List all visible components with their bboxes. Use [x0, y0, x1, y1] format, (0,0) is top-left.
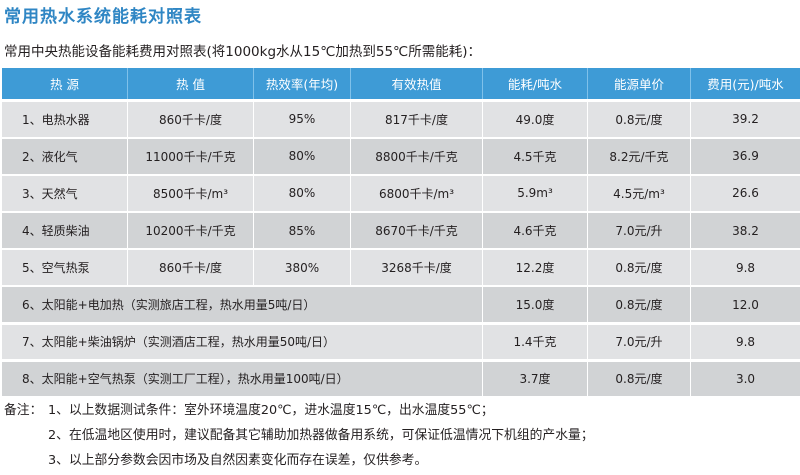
cell-cost: 36.9: [732, 149, 759, 164]
table-row: 1、电热水器 860千卡/度 95% 817千卡/度 49.0度 0.8元/度 …: [2, 102, 800, 137]
header-effective-heat: 有效热值: [351, 68, 483, 99]
cell-consumption: 15.0度: [483, 287, 588, 322]
cell-cost: 38.2: [732, 223, 759, 238]
cell-unit-price: 4.5元/m³: [588, 176, 691, 211]
table-row: 8、太阳能+空气热泵（实测工厂工程），热水用量100吨/日） 3.7度 0.8元…: [2, 361, 800, 397]
cell-efficiency: 95%: [254, 102, 351, 137]
cell-cost: 12.0: [732, 297, 759, 312]
cell-heat-value: 10200千卡/千克: [128, 213, 254, 248]
cell-efficiency: 80%: [254, 176, 351, 211]
cell-cost: 9.8: [735, 334, 756, 349]
cell-effective-heat: 8800千卡/千克: [351, 139, 483, 174]
cell-combined-source: 6、太阳能+电加热（实测旅店工程，热水用量5吨/日）: [2, 287, 483, 322]
cell-cost: 9.8: [735, 260, 756, 275]
note-item: 2、在低温地区使用时，建议配备其它辅助加热器做备用系统，可保证低温情况下机组的产…: [48, 428, 594, 443]
table-row: 3、天然气 8500千卡/m³ 80% 6800千卡/m³ 5.9m³ 4.5元…: [2, 176, 800, 211]
cell-unit-price: 7.0元/升: [588, 213, 691, 248]
cell-effective-heat: 3268千卡/度: [351, 250, 483, 285]
cell-combined-source: 7、太阳能+柴油锅炉（实测酒店工程，热水用量50吨/日）: [2, 324, 483, 360]
cell-consumption: 3.7度: [483, 361, 588, 397]
cell-unit-price: 8.2元/千克: [588, 139, 691, 174]
cell-efficiency: 85%: [254, 213, 351, 248]
header-heat-source: 热 源: [2, 68, 128, 99]
header-heat-value: 热 值: [128, 68, 254, 99]
cell-heat-value: 8500千卡/m³: [128, 176, 254, 211]
cell-heat-value: 860千卡/度: [128, 102, 254, 137]
cell-unit-price: 0.8元/度: [588, 361, 691, 397]
notes-label: 备注：: [4, 403, 43, 418]
cell-cost: 39.2: [732, 112, 759, 127]
header-cost: 费用(元)/吨水: [707, 77, 784, 92]
cell-consumption: 12.2度: [483, 250, 588, 285]
cell-heat-source: 4、轻质柴油: [2, 213, 128, 248]
cell-cost: 26.6: [732, 186, 759, 201]
cell-combined-source: 8、太阳能+空气热泵（实测工厂工程），热水用量100吨/日）: [2, 361, 483, 397]
cell-unit-price: 7.0元/升: [588, 324, 691, 360]
table-row: 7、太阳能+柴油锅炉（实测酒店工程，热水用量50吨/日） 1.4千克 7.0元/…: [2, 324, 800, 360]
cell-unit-price: 0.8元/度: [588, 250, 691, 285]
table-row: 4、轻质柴油 10200千卡/千克 85% 8670千卡/千克 4.6千克 7.…: [2, 213, 800, 248]
energy-comparison-table: 热 源 热 值 热效率(年均) 有效热值 能耗/吨水 能源单价 费用(元)/吨水…: [2, 68, 800, 399]
cell-heat-value: 11000千卡/千克: [128, 139, 254, 174]
note-item: 3、以上部分参数会因市场及自然因素变化而存在误差，仅供参考。: [48, 453, 428, 468]
header-efficiency: 热效率(年均): [254, 68, 351, 99]
cell-consumption: 1.4千克: [483, 324, 588, 360]
table-row: 2、液化气 11000千卡/千克 80% 8800千卡/千克 4.5千克 8.2…: [2, 139, 800, 174]
cell-consumption: 49.0度: [483, 102, 588, 137]
cell-effective-heat: 6800千卡/m³: [351, 176, 483, 211]
notes-section: 备注： 1、以上数据测试条件：室外环境温度20℃，进水温度15℃，出水温度55℃…: [4, 398, 594, 473]
cell-cost: 3.0: [735, 371, 756, 386]
page-title: 常用热水系统能耗对照表: [4, 7, 202, 27]
table-caption: 常用中央热能设备能耗费用对照表(将1000kg水从15℃加热到55℃所需能耗)：: [4, 44, 481, 60]
cell-heat-value: 860千卡/度: [128, 250, 254, 285]
cell-unit-price: 0.8元/度: [588, 287, 691, 322]
table-row: 5、空气热泵 860千卡/度 380% 3268千卡/度 12.2度 0.8元/…: [2, 250, 800, 285]
cell-efficiency: 80%: [254, 139, 351, 174]
cell-heat-source: 2、液化气: [2, 139, 128, 174]
cell-consumption: 4.5千克: [483, 139, 588, 174]
note-item: 1、以上数据测试条件：室外环境温度20℃，进水温度15℃，出水温度55℃；: [48, 403, 494, 418]
table-header-row: 热 源 热 值 热效率(年均) 有效热值 能耗/吨水 能源单价 费用(元)/吨水: [2, 68, 800, 99]
cell-unit-price: 0.8元/度: [588, 102, 691, 137]
cell-efficiency: 380%: [254, 250, 351, 285]
table-row: 6、太阳能+电加热（实测旅店工程，热水用量5吨/日） 15.0度 0.8元/度 …: [2, 287, 800, 322]
header-consumption: 能耗/吨水: [483, 68, 588, 99]
cell-effective-heat: 8670千卡/千克: [351, 213, 483, 248]
cell-consumption: 4.6千克: [483, 213, 588, 248]
cell-heat-source: 5、空气热泵: [2, 250, 128, 285]
header-unit-price: 能源单价: [588, 68, 691, 99]
cell-consumption: 5.9m³: [483, 176, 588, 211]
cell-heat-source: 1、电热水器: [2, 102, 128, 137]
cell-heat-source: 3、天然气: [2, 176, 128, 211]
cell-effective-heat: 817千卡/度: [351, 102, 483, 137]
